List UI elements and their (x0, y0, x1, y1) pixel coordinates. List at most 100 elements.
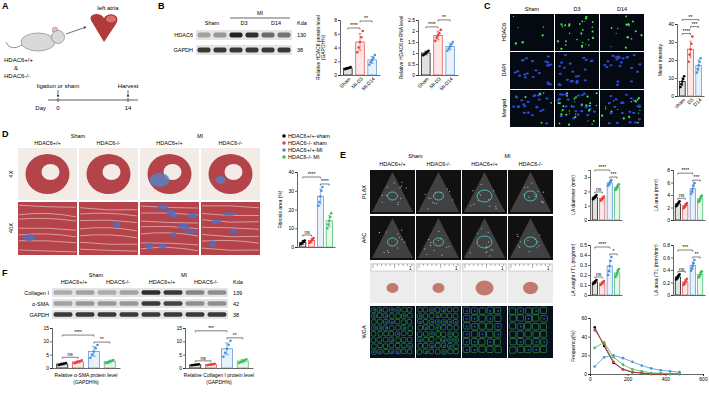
series-line (595, 342, 680, 374)
tick-mark (588, 295, 590, 296)
nucleus (497, 310, 499, 312)
cell-membrane (407, 320, 412, 325)
tick: 15 (176, 325, 185, 331)
signal (571, 105, 573, 107)
cell-membrane (372, 314, 377, 319)
ruler-tick (390, 264, 391, 266)
echo-speckle (492, 250, 493, 251)
tick-mark (416, 64, 418, 65)
nucleus (531, 60, 534, 62)
tick-mark (338, 75, 340, 76)
tick-mark (675, 96, 677, 97)
data-point (328, 219, 331, 222)
nucleus (590, 60, 593, 62)
nucleus (455, 321, 457, 323)
significance-bracket (360, 21, 372, 23)
label: Sham (89, 272, 104, 278)
cell-membrane (417, 314, 422, 319)
label: MI (504, 153, 511, 159)
data-point (329, 216, 332, 219)
cell-membrane (442, 313, 447, 318)
data-point (593, 282, 596, 285)
nucleus (547, 64, 550, 66)
echo-speckle (404, 242, 405, 243)
cell-membrane (389, 343, 394, 348)
label: MI (197, 133, 204, 139)
nucleus (590, 59, 593, 61)
micrograph (555, 90, 599, 127)
echo-speckle (478, 200, 479, 201)
cell-membrane (487, 331, 493, 337)
nucleus (610, 112, 613, 114)
echo (370, 170, 415, 214)
ruler-tick (453, 264, 454, 266)
cell-membrane (479, 308, 485, 314)
nucleus (634, 121, 637, 123)
data-point (683, 75, 686, 78)
signal (605, 108, 606, 109)
tick: 4 (334, 45, 340, 51)
nucleus (397, 309, 399, 311)
marks (57, 344, 116, 368)
echo-speckle (543, 202, 544, 203)
echo-speckle (430, 245, 431, 246)
nucleus (391, 321, 393, 323)
echo-speckle (473, 204, 474, 205)
nucleus (397, 351, 399, 353)
cell-membrane (384, 349, 389, 354)
tick: 30 (668, 39, 677, 45)
tick: 20 (288, 207, 297, 213)
blot-band (230, 33, 243, 38)
fibrosis (223, 212, 237, 216)
tick: 0 (589, 374, 592, 382)
cell-membrane (389, 326, 394, 331)
cell-membrane (418, 343, 423, 348)
nucleus (525, 57, 528, 59)
cell-membrane (454, 325, 459, 330)
fibrosis (113, 222, 120, 228)
tick-mark (183, 341, 185, 342)
tick: 0 (667, 217, 673, 223)
tick-label: D14 (692, 97, 703, 108)
fiber (80, 220, 137, 223)
nucleus (534, 69, 537, 71)
nucleus (541, 109, 544, 111)
cell-membrane (389, 308, 394, 313)
significance-label: ** (233, 332, 237, 338)
fiber (202, 234, 259, 237)
tick: 60 (581, 315, 590, 321)
micrograph (600, 14, 644, 51)
data-point (696, 68, 699, 71)
label: 1 (409, 266, 412, 271)
axis-line (674, 295, 706, 296)
blot-strip (196, 30, 292, 40)
series-point (603, 341, 606, 344)
cell-membrane (463, 331, 469, 337)
cell-membrane (378, 319, 383, 324)
tick-mark (295, 228, 297, 229)
label: ligation or sham (37, 83, 79, 89)
tick-label: 10 (288, 225, 294, 231)
nucleus (520, 310, 522, 312)
echo-speckle (541, 201, 542, 202)
tick-label: 2 (412, 28, 415, 34)
echo-speckle (428, 239, 429, 240)
tick: 0 (291, 244, 297, 250)
ruler-tick (486, 264, 487, 268)
label: MI (181, 272, 188, 278)
label: 38 (297, 47, 303, 53)
nucleus (425, 351, 427, 353)
cell-membrane (442, 337, 447, 342)
tick: 0.6 (663, 255, 673, 261)
nucleus (532, 76, 535, 78)
data-point (599, 284, 602, 287)
photo (416, 263, 461, 303)
tick: 0.3 (580, 262, 590, 268)
data-point (608, 265, 611, 268)
axis: 0204060 (581, 315, 590, 377)
signal (515, 95, 516, 96)
label: MI (257, 10, 264, 16)
blot-band (208, 301, 227, 306)
label: α-SMA (32, 301, 49, 307)
cell-membrane (378, 343, 383, 348)
